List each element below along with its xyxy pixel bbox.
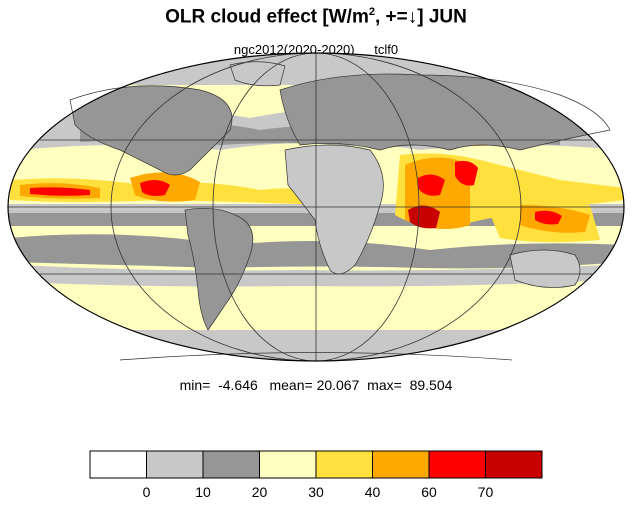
plot-title: OLR cloud effect [W/m2, +=↓] JUN — [165, 6, 467, 28]
colorbar-tick-label: 60 — [421, 484, 437, 500]
colorbar-tick-label: 10 — [195, 484, 211, 500]
bengal-red — [455, 160, 478, 186]
greenland — [230, 61, 285, 86]
colorbar-tick-label: 0 — [143, 484, 151, 500]
statistics-line: min= -4.646 mean= 20.067 max= 89.504 — [179, 377, 453, 393]
arabian-sea-darkred — [408, 205, 440, 229]
pacific-red — [30, 187, 90, 196]
globe-outline — [7, 52, 625, 362]
central-america-red — [140, 179, 170, 196]
colorbar-box-0 — [89, 450, 147, 479]
colorbar-box-1 — [146, 450, 204, 479]
india-red — [418, 174, 445, 196]
colorbar-box-5 — [372, 450, 430, 479]
south-subtropic-gray — [20, 265, 610, 287]
colorbar-tick-label: 30 — [308, 484, 324, 500]
indonesia-red — [535, 210, 562, 225]
mean-value: 20.067 — [316, 377, 360, 393]
colorbar-tick-label: 20 — [252, 484, 268, 500]
north-america — [70, 85, 232, 175]
colorbar-tick-label: 70 — [478, 484, 494, 500]
south-subtropic-dark — [10, 234, 624, 269]
colorbar-box-4 — [315, 450, 373, 479]
coastlines — [69, 61, 611, 361]
australia — [510, 250, 580, 288]
colorbar-box-2 — [202, 450, 260, 479]
colorbar-tick-label: 40 — [365, 484, 381, 500]
colorbar-box-6 — [428, 450, 486, 479]
colorbar-ticks: 0 10 20 30 40 60 70 — [143, 484, 494, 500]
colorbar-box-7 — [485, 450, 543, 479]
africa — [285, 145, 384, 274]
colorbar-boxes — [89, 450, 543, 479]
subtitle-variable: tclf0 — [374, 42, 399, 57]
min-value: -4.646 — [218, 377, 258, 393]
south-america — [185, 208, 253, 330]
colorbar-box-3 — [259, 450, 317, 479]
max-value: 89.504 — [409, 377, 453, 393]
